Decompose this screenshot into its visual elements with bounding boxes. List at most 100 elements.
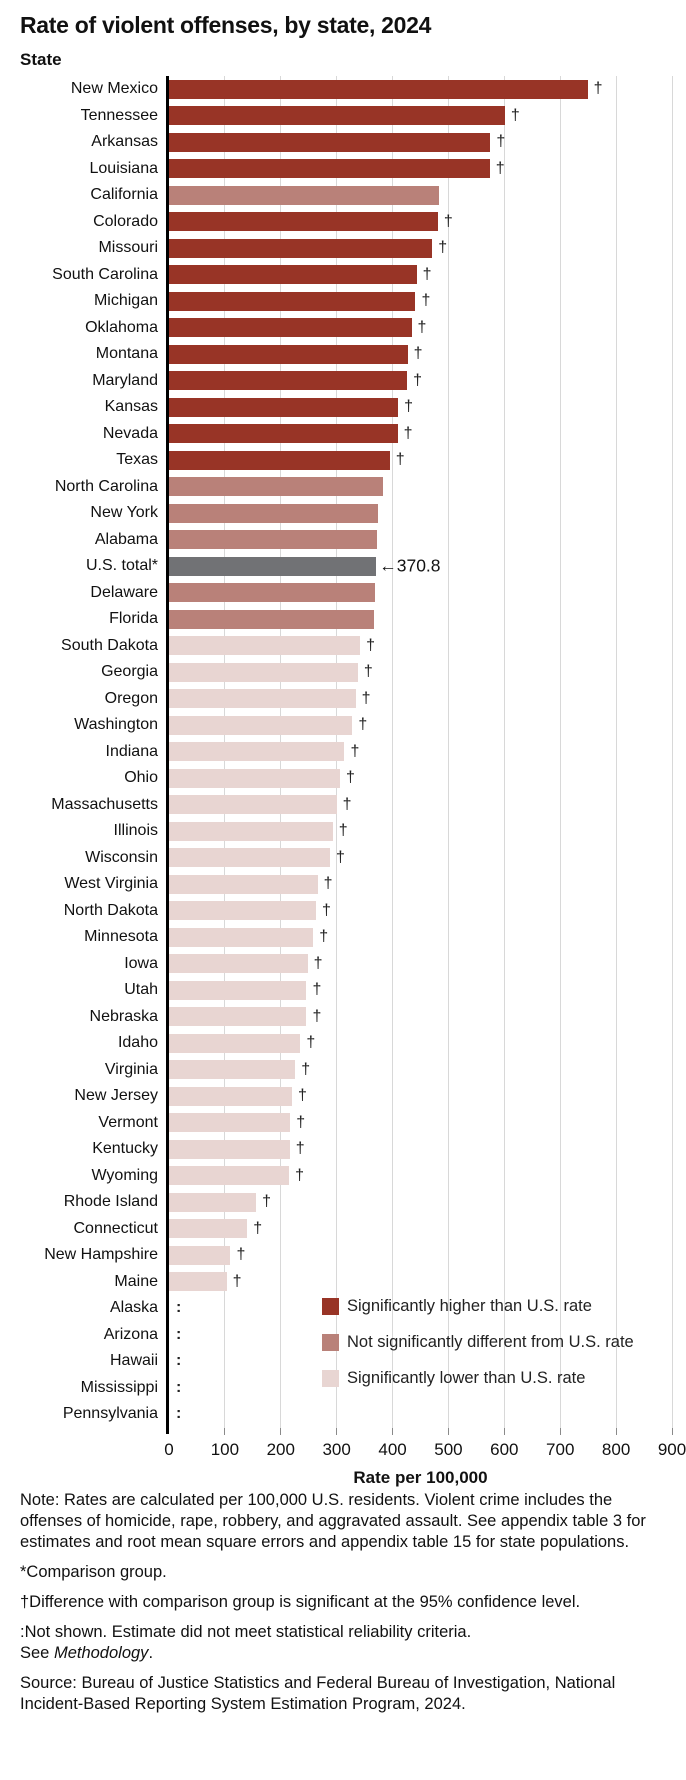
bar-higher xyxy=(169,344,408,364)
bar-row: Delaware xyxy=(0,580,686,607)
note-general: Note: Rates are calculated per 100,000 U… xyxy=(20,1491,646,1551)
bar-higher xyxy=(169,371,408,391)
dagger-marker: † xyxy=(296,1113,306,1131)
axis-zero-line xyxy=(166,76,169,1434)
bar-lower xyxy=(169,636,361,656)
row-label: Nebraska xyxy=(89,1007,158,1025)
bar-chart: New Mexico † Tennessee † Arkansas † Louisiana †… xyxy=(0,76,686,1496)
bar-row: Massachusetts † xyxy=(0,792,686,819)
bar-not_different xyxy=(169,477,384,497)
bar-row: Rhode Island † xyxy=(0,1189,686,1216)
tick-mark-500 xyxy=(447,1428,449,1435)
bar-lower xyxy=(169,1219,248,1239)
dagger-marker: † xyxy=(335,848,345,866)
bar-lower xyxy=(169,1166,290,1186)
row-label: North Dakota xyxy=(63,901,158,919)
x-axis-title: Rate per 100,000 xyxy=(353,1468,488,1487)
not-shown-marker: : xyxy=(176,1352,182,1370)
bar-row: South Carolina † xyxy=(0,262,686,289)
dagger-marker: † xyxy=(312,1007,322,1025)
row-label: Colorado xyxy=(93,212,158,230)
note-dagger: †Difference with comparison group is sig… xyxy=(20,1592,581,1611)
tick-label-0: 0 xyxy=(164,1440,174,1459)
bar-row: Mississippi: xyxy=(0,1375,686,1402)
bar-row: Alabama xyxy=(0,527,686,554)
tick-label-500: 500 xyxy=(434,1440,463,1459)
dagger-marker: † xyxy=(319,928,329,946)
bar-higher xyxy=(169,318,412,338)
bar-row: Wyoming † xyxy=(0,1163,686,1190)
us-total-annotation: ←370.8 xyxy=(379,555,441,576)
row-label: Georgia xyxy=(101,663,158,681)
not-shown-marker: : xyxy=(176,1325,182,1343)
chart-title: Rate of violent offenses, by state, 2024 xyxy=(20,12,432,38)
tick-mark-700 xyxy=(559,1428,561,1435)
row-label: New Jersey xyxy=(74,1087,158,1105)
dagger-marker: † xyxy=(262,1193,272,1211)
gridline-500 xyxy=(447,76,449,1428)
bar-not_different xyxy=(169,503,379,523)
not-shown-marker: : xyxy=(176,1299,182,1317)
bar-lower xyxy=(169,980,307,1000)
bar-row: Georgia † xyxy=(0,659,686,686)
tick-label-900: 900 xyxy=(657,1440,686,1459)
row-label: Delaware xyxy=(90,583,158,601)
bar-lower xyxy=(169,901,316,921)
bar-lower xyxy=(169,1086,292,1106)
bar-row: Alaska: xyxy=(0,1295,686,1322)
bar-not_different xyxy=(169,185,439,205)
bar-higher xyxy=(169,424,398,444)
gridline-400 xyxy=(392,76,394,1428)
row-label: Minnesota xyxy=(84,928,158,946)
dagger-marker: † xyxy=(510,106,520,124)
bar-row: Maryland † xyxy=(0,368,686,395)
note-source: Source: Bureau of Justice Statistics and… xyxy=(20,1673,616,1713)
bar-lower xyxy=(169,715,353,735)
bar-row: Virginia † xyxy=(0,1057,686,1084)
tick-label-100: 100 xyxy=(210,1440,240,1459)
bar-row: Utah † xyxy=(0,977,686,1004)
bar-lower xyxy=(169,1007,307,1027)
row-label: Iowa xyxy=(124,954,158,972)
bar-lower xyxy=(169,927,314,947)
bar-higher xyxy=(169,397,399,417)
note-not-shown: :Not shown. Estimate did not meet statis… xyxy=(20,1622,674,1664)
bar-row: Wisconsin † xyxy=(0,845,686,872)
tick-mark-900 xyxy=(671,1428,673,1435)
bar-row: Kansas † xyxy=(0,394,686,421)
row-label: Pennsylvania xyxy=(62,1405,158,1423)
row-label: Wyoming xyxy=(91,1166,158,1184)
bar-row: Washington † xyxy=(0,712,686,739)
tick-label-600: 600 xyxy=(490,1440,519,1459)
bar-row: Texas † xyxy=(0,447,686,474)
bar-row: Louisiana † xyxy=(0,156,686,183)
bar-total xyxy=(169,556,377,576)
bar-higher xyxy=(169,238,433,258)
dagger-marker: † xyxy=(306,1034,316,1052)
dagger-marker: † xyxy=(438,239,448,257)
bar-higher xyxy=(169,159,490,179)
tick-mark-100 xyxy=(224,1428,226,1435)
row-label: South Dakota xyxy=(61,636,158,654)
bar-higher xyxy=(169,79,588,99)
tick-label-800: 800 xyxy=(601,1440,631,1459)
legend-swatch-higher xyxy=(322,1297,339,1315)
legend-label: Not significantly different from U.S. ra… xyxy=(347,1332,634,1351)
row-label: Alabama xyxy=(94,530,158,548)
note-not-shown-line1: :Not shown. Estimate did not meet statis… xyxy=(20,1622,472,1641)
bar-row: Nevada † xyxy=(0,421,686,448)
y-axis-header: State xyxy=(20,50,62,69)
legend-swatch-not_different xyxy=(322,1333,339,1351)
bar-row: Oregon † xyxy=(0,686,686,713)
dagger-marker: † xyxy=(312,981,322,999)
bar-row: Minnesota † xyxy=(0,924,686,951)
bar-row: California xyxy=(0,182,686,209)
dagger-marker: † xyxy=(417,318,427,336)
bar-lower xyxy=(169,874,318,894)
row-label: Illinois xyxy=(113,822,158,840)
legend-swatch-lower xyxy=(322,1369,339,1387)
dagger-marker: † xyxy=(404,398,414,416)
row-label: Ohio xyxy=(124,769,158,787)
bar-lower xyxy=(169,1033,301,1053)
row-label: South Carolina xyxy=(52,265,158,283)
